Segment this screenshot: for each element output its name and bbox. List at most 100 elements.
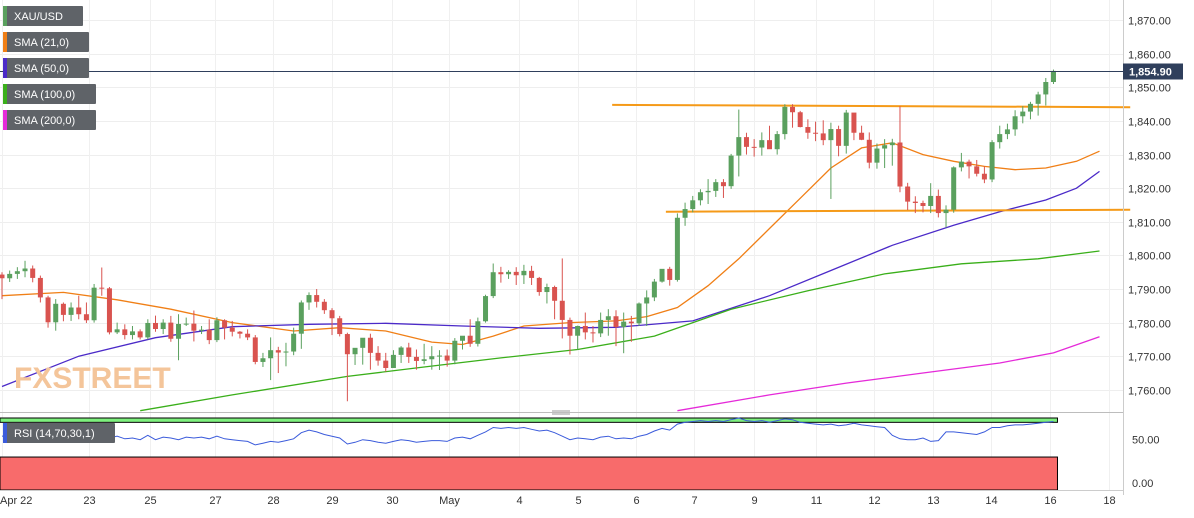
candle-body [229, 327, 235, 332]
candle-body [283, 351, 289, 353]
candle [53, 299, 59, 331]
time-tick-label: 25 [144, 495, 156, 507]
candle-body [114, 329, 120, 333]
candle [728, 153, 734, 189]
candle [828, 122, 834, 199]
candle [176, 314, 182, 361]
candle [260, 352, 266, 367]
candle-body [506, 271, 512, 275]
candle [836, 125, 842, 157]
candle-body [375, 352, 381, 361]
candle [621, 312, 627, 354]
candle-body [14, 271, 20, 274]
candle-body [943, 209, 949, 214]
legend-item[interactable]: SMA (21,0) [3, 32, 89, 52]
rsi-tick-label: 50.00 [1132, 435, 1160, 447]
time-tick-label: May [439, 495, 460, 507]
candle [935, 189, 941, 218]
time-tick-label: 28 [267, 495, 279, 507]
candle-body [475, 321, 481, 344]
legend-item[interactable]: SMA (50,0) [3, 58, 89, 78]
candle [329, 308, 335, 336]
candle-body [774, 134, 780, 150]
candle-body [145, 322, 151, 338]
legend-color-swatch [3, 58, 7, 78]
price-tick-label: 1,800.00 [1128, 251, 1171, 263]
candle-body [490, 272, 496, 297]
price-tick-label: 1,850.00 [1128, 83, 1171, 95]
legend-item-label: XAU/USD [14, 11, 63, 23]
candle [667, 266, 673, 286]
fxstreet-watermark: FXSTREET [14, 362, 171, 395]
candle [567, 317, 573, 355]
price-tick-label: 1,830.00 [1128, 151, 1171, 163]
candle [76, 295, 82, 320]
legend-color-swatch [3, 110, 7, 130]
candle-body [920, 202, 926, 207]
candle [920, 200, 926, 213]
candle [882, 139, 888, 169]
candle-body [390, 354, 396, 368]
candle-body [137, 331, 143, 338]
candle [83, 302, 89, 323]
rsi-legend[interactable]: RSI (14,70,30,1) [3, 423, 115, 443]
legend: XAU/USD SMA (21,0) SMA (50,0) SMA (100,0) SM… [3, 6, 115, 443]
legend-item[interactable]: SMA (200,0) [3, 110, 96, 130]
candle-body [751, 146, 757, 148]
legend-item-bg [3, 110, 96, 130]
candle-body [697, 192, 703, 201]
candle-body [1050, 70, 1056, 82]
candle [598, 312, 604, 338]
candle [529, 265, 535, 285]
candle-body [99, 287, 105, 289]
candle [153, 315, 158, 332]
candle [958, 152, 964, 172]
candle [628, 315, 634, 342]
candle-body [498, 272, 504, 275]
candle-body [790, 106, 796, 113]
candle [206, 319, 212, 345]
candle [966, 159, 972, 179]
candle-body [168, 322, 174, 339]
candle-body [406, 347, 412, 357]
rsi-legend-label: RSI (14,70,30,1) [14, 428, 95, 440]
candle-body [76, 307, 82, 315]
legend-item[interactable]: XAU/USD [3, 6, 83, 26]
candle [321, 299, 327, 314]
candle [774, 131, 780, 155]
legend-item[interactable]: SMA (100,0) [3, 84, 96, 104]
candle [713, 179, 719, 197]
candle-body [252, 337, 258, 362]
candle [575, 325, 581, 350]
candle-body [314, 295, 320, 302]
candle [37, 275, 43, 303]
candle-body [682, 209, 688, 218]
candle-body [268, 350, 274, 359]
candle-body [129, 331, 135, 336]
candle [360, 337, 366, 365]
candle [813, 121, 819, 142]
sma-line-200 [677, 336, 1100, 412]
candle-body [590, 332, 596, 334]
candle [552, 285, 558, 320]
candle [590, 325, 596, 343]
candle [337, 315, 343, 337]
candle-body [958, 161, 964, 168]
trendline-resistance [612, 103, 1131, 109]
candle-body [260, 358, 266, 362]
candle [214, 317, 220, 343]
time-tick-label: 14 [985, 495, 997, 507]
candle-body [321, 301, 327, 311]
candle [521, 264, 527, 284]
candle [513, 267, 519, 285]
pane-resize-handle[interactable] [552, 410, 570, 415]
candle [429, 346, 435, 370]
candle-body [621, 321, 627, 327]
candle [137, 329, 143, 340]
candle-body [544, 287, 550, 293]
candle [981, 166, 987, 184]
candle [690, 195, 696, 213]
legend-item-bg [3, 32, 89, 52]
time-tick-label: 11 [811, 495, 822, 507]
legend-item-label: SMA (100,0) [14, 89, 75, 101]
